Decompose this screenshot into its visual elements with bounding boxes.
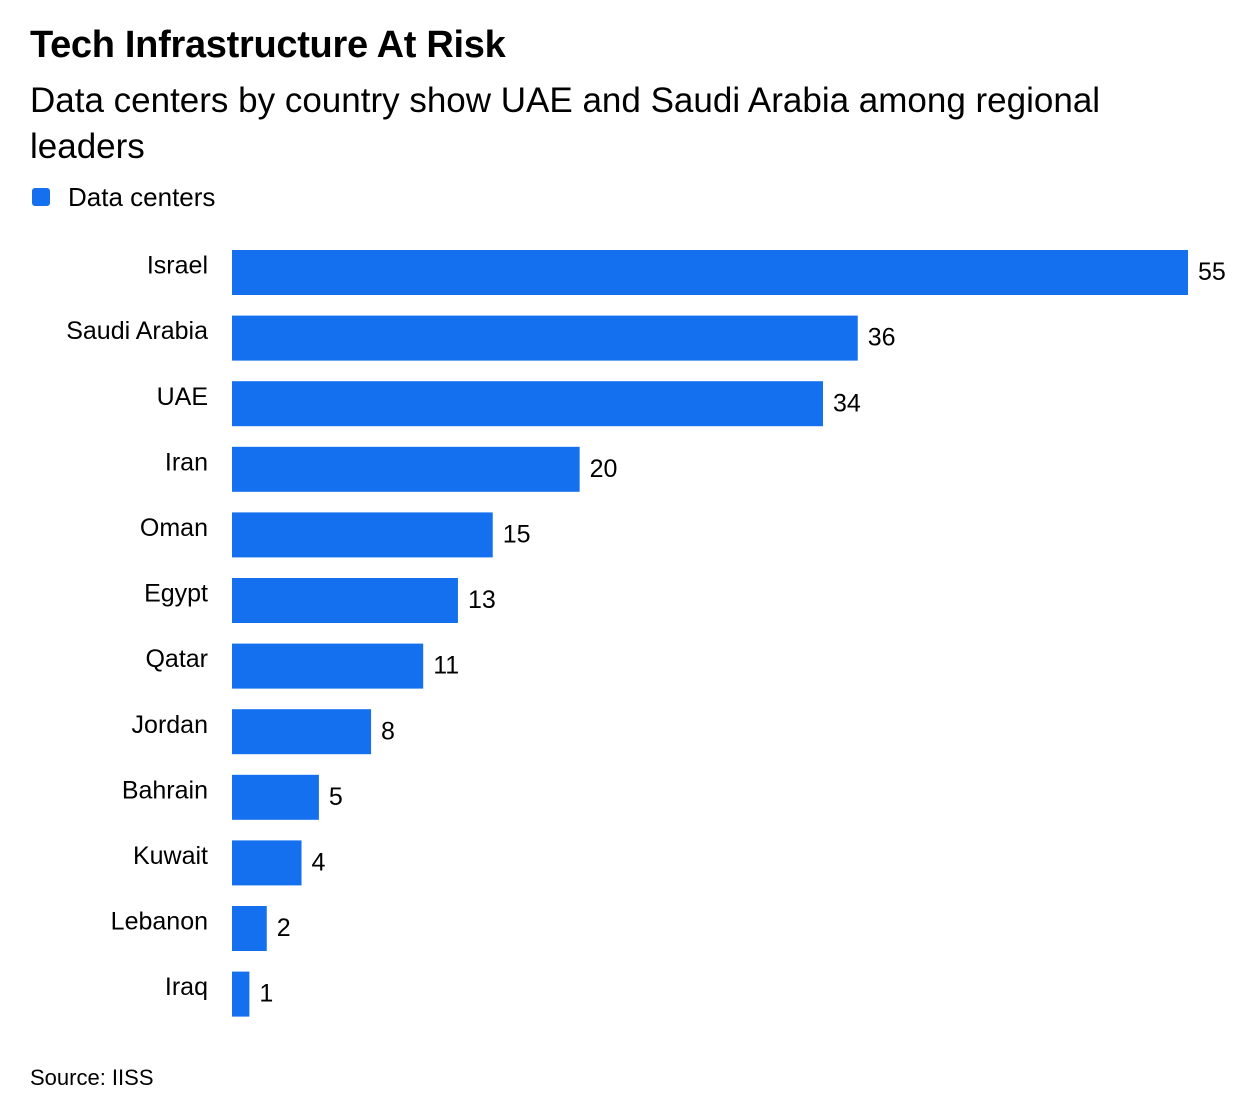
category-label: Lebanon — [111, 908, 208, 936]
data-label: 4 — [312, 849, 326, 877]
bar — [232, 315, 858, 361]
data-label: 55 — [1198, 258, 1226, 286]
bar — [232, 578, 458, 623]
category-label: Egypt — [144, 580, 208, 608]
source-text: Source: IISS — [30, 1065, 154, 1090]
data-label: 34 — [833, 389, 861, 417]
bar — [232, 512, 493, 558]
data-label: 20 — [590, 455, 618, 483]
data-label: 11 — [433, 652, 459, 680]
bar — [232, 709, 372, 755]
data-label: 5 — [329, 783, 343, 811]
data-label: 1 — [259, 980, 273, 1008]
category-label: Qatar — [145, 645, 208, 673]
data-label: 36 — [868, 324, 896, 352]
category-label: UAE — [157, 383, 208, 411]
bar — [232, 643, 424, 689]
bar — [232, 774, 319, 820]
legend-label: Data centers — [68, 181, 216, 212]
category-label: Saudi Arabia — [66, 317, 208, 345]
category-label: Iraq — [165, 973, 208, 1001]
bar — [232, 381, 823, 427]
legend-swatch — [32, 188, 50, 206]
bar — [232, 840, 302, 886]
chart-subtitle: Data centers by country show UAE and Sau… — [30, 81, 1101, 166]
category-label: Oman — [140, 514, 208, 542]
data-label: 13 — [468, 586, 496, 614]
bar — [232, 446, 580, 492]
category-label: Kuwait — [133, 842, 208, 870]
legend: Data centers — [32, 180, 215, 214]
source-note: Source: IISS — [30, 1064, 154, 1092]
chart-title: Tech Infrastructure At Risk — [30, 24, 506, 66]
category-label: Jordan — [132, 711, 208, 739]
bar — [232, 250, 1188, 295]
category-label: Iran — [165, 448, 208, 476]
category-label: Bahrain — [122, 776, 208, 804]
category-label: Israel — [147, 252, 208, 280]
data-label: 15 — [503, 521, 531, 549]
data-label: 2 — [277, 914, 291, 942]
bar — [232, 971, 250, 1017]
bar — [232, 906, 267, 951]
data-label: 8 — [381, 717, 395, 745]
